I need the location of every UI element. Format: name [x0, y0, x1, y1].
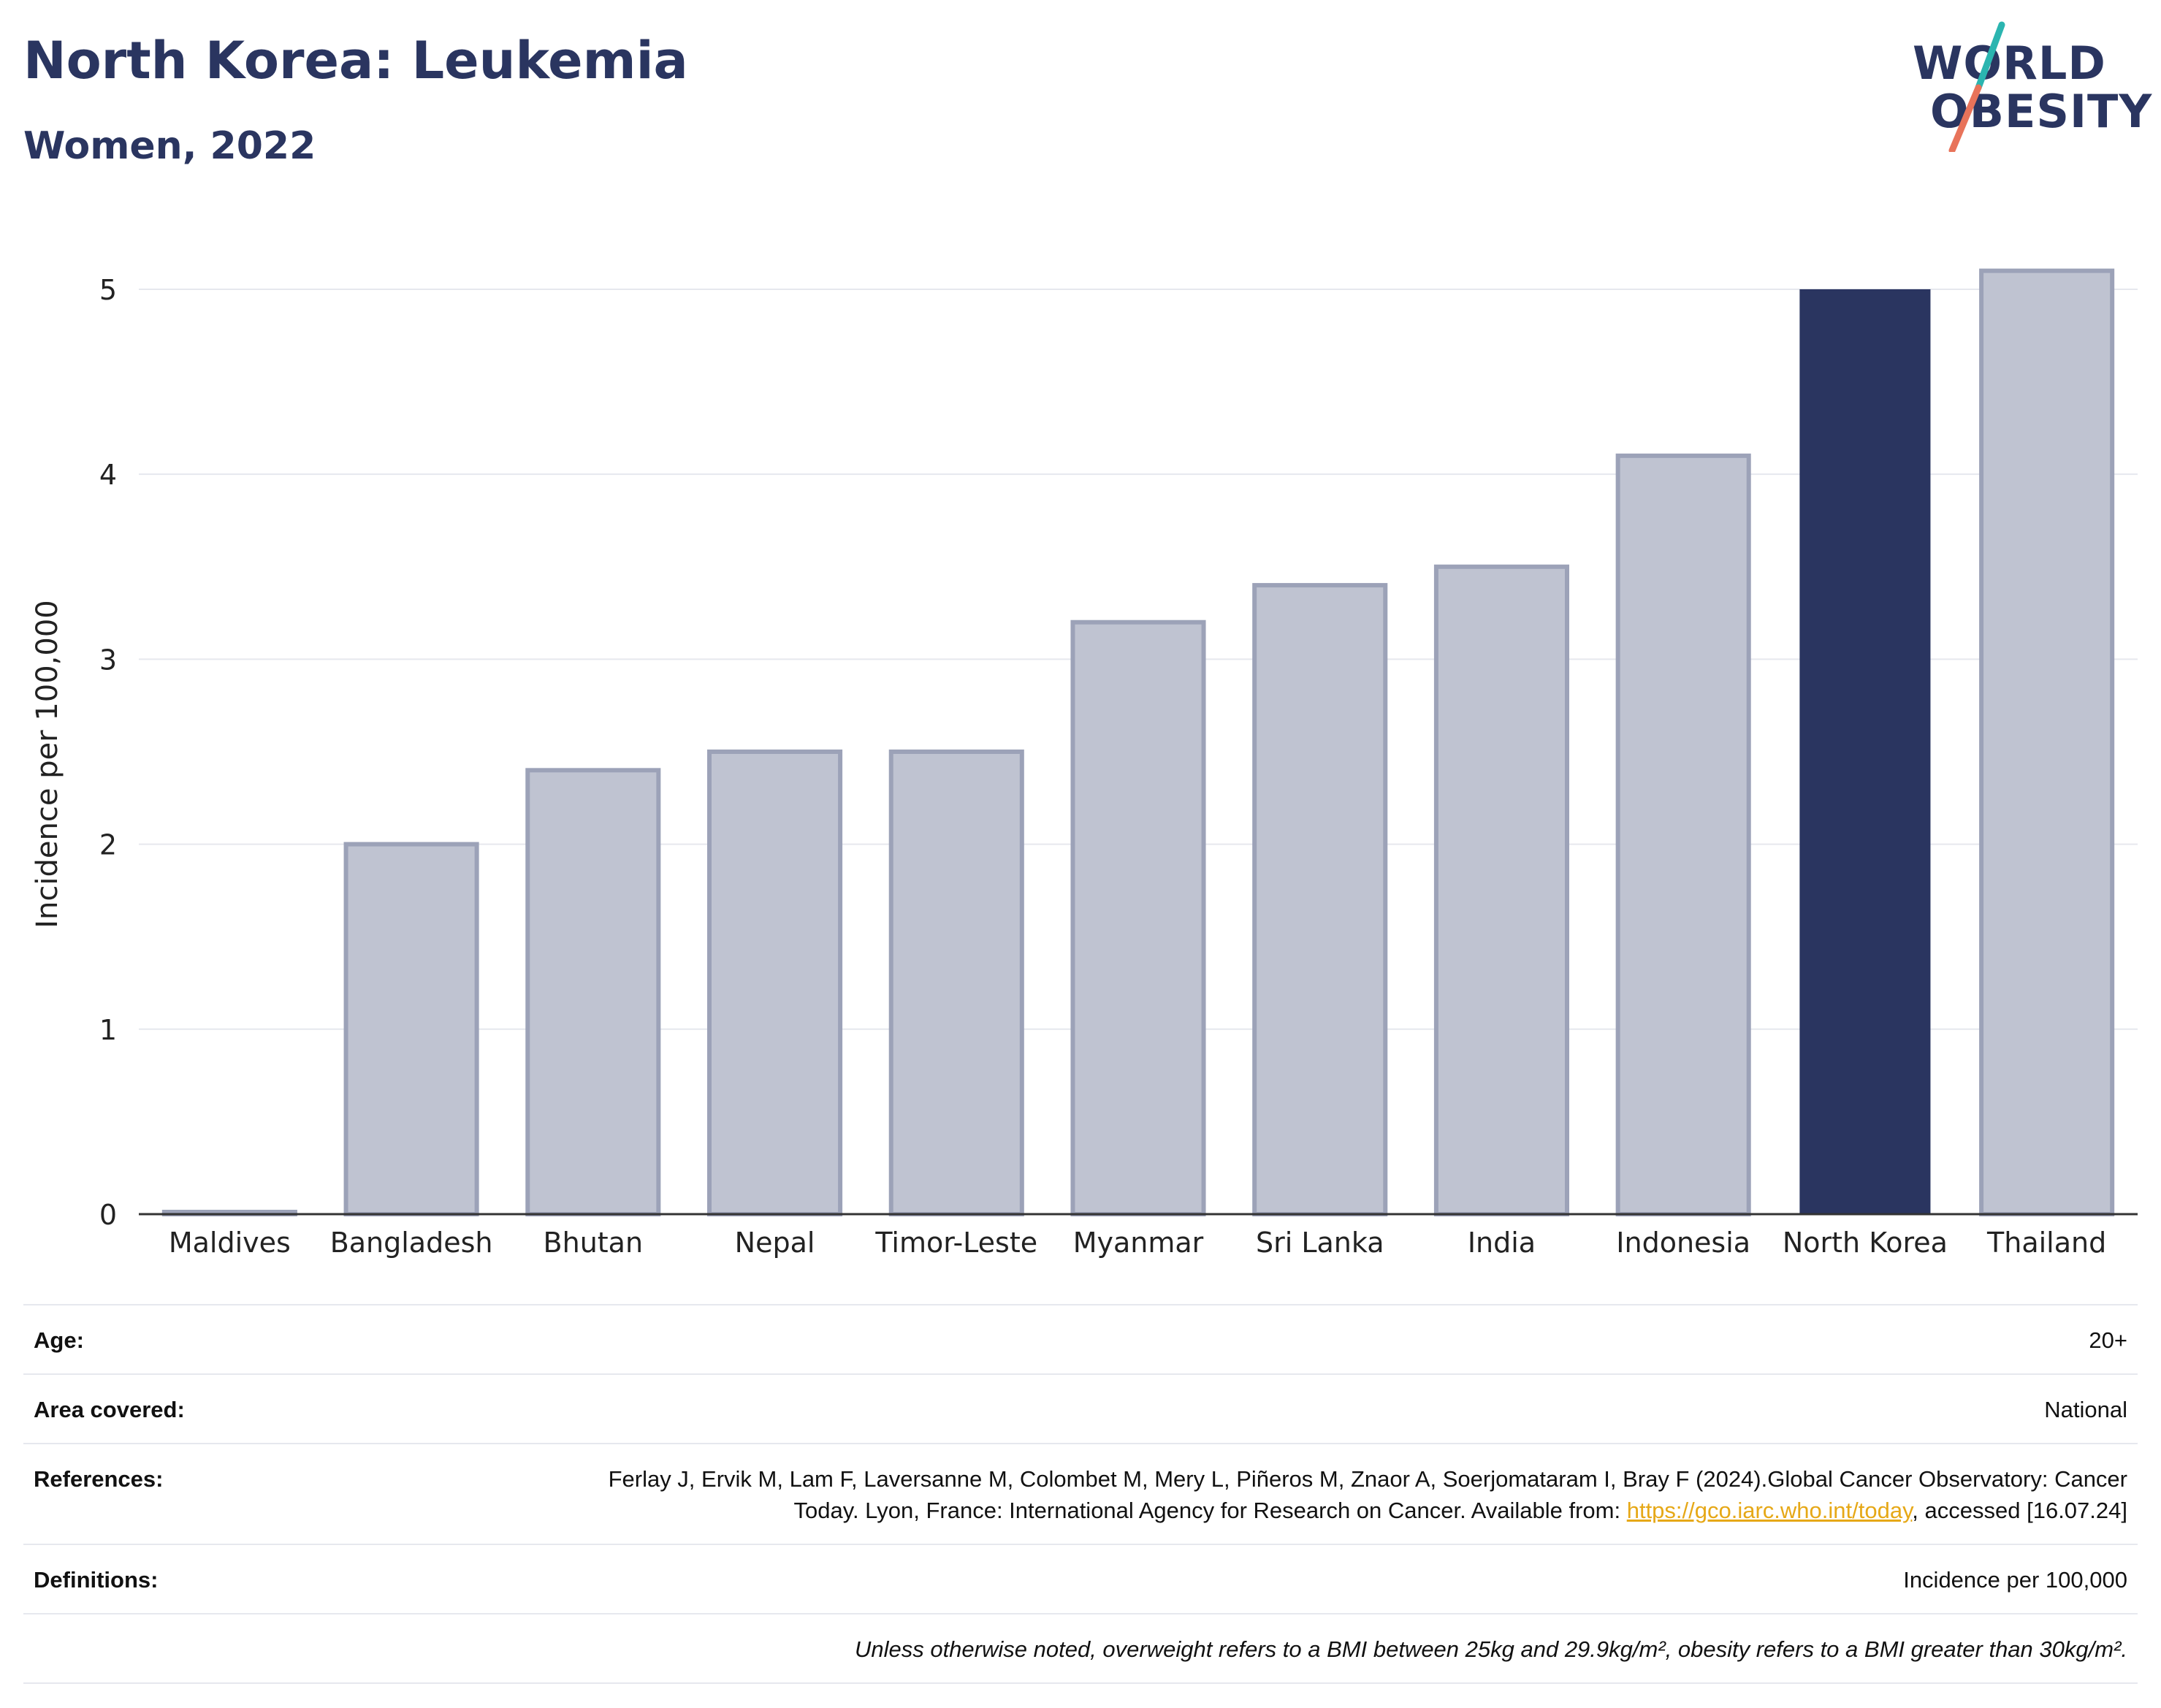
x-tick-label: Bhutan — [544, 1227, 644, 1259]
y-tick-label: 3 — [99, 644, 117, 676]
bar-nepal — [707, 749, 843, 1216]
area-label: Area covered: — [34, 1397, 185, 1422]
metadata-table: Age: 20+ Area covered: National Referenc… — [23, 1304, 2138, 1684]
x-tick-label: Myanmar — [1073, 1227, 1204, 1259]
bmi-note: Unless otherwise noted, overweight refer… — [854, 1636, 2127, 1662]
chart-subtitle: Women, 2022 — [23, 124, 316, 168]
bar-sri-lanka — [1252, 583, 1388, 1216]
x-tick-label: Indonesia — [1616, 1227, 1750, 1259]
x-tick-label: Bangladesh — [330, 1227, 493, 1259]
y-axis-label: Incidence per 100,000 — [31, 600, 64, 929]
x-tick-label: Maldives — [169, 1227, 291, 1259]
bar-myanmar — [1070, 619, 1206, 1216]
references-value: Ferlay J, Ervik M, Lam F, Laversanne M, … — [557, 1463, 2127, 1526]
bar-india — [1433, 564, 1569, 1216]
definitions-value: Incidence per 100,000 — [1903, 1567, 2127, 1593]
references-link[interactable]: https://gco.iarc.who.int/today — [1626, 1498, 1913, 1523]
y-tick-label: 4 — [99, 459, 117, 491]
bar-thailand — [1979, 268, 2115, 1217]
x-tick-label: Timor-Leste — [874, 1227, 1037, 1259]
references-text-1: Ferlay J, Ervik M, Lam F, Laversanne M, … — [608, 1466, 2127, 1523]
x-tick-label: North Korea — [1783, 1227, 1948, 1259]
bar-chart: 0 1 2 3 4 5 Maldives Bangladesh Bhutan Nepal Timor… — [31, 268, 2138, 1259]
y-tick-label: 5 — [99, 274, 117, 306]
x-tick-label: India — [1468, 1227, 1536, 1259]
meta-row-age: Age: 20+ — [23, 1304, 2138, 1373]
references-text-2: , accessed [16.07.24] — [1912, 1498, 2127, 1523]
world-obesity-logo: WORLD OBESITY — [1899, 20, 2152, 152]
age-value: 20+ — [2089, 1327, 2127, 1353]
bar-bhutan — [525, 768, 661, 1216]
y-tick-label: 0 — [99, 1199, 117, 1231]
definitions-label: Definitions: — [34, 1567, 159, 1593]
x-tick-label: Nepal — [735, 1227, 815, 1259]
bar-timor-leste — [888, 749, 1024, 1216]
bar-indonesia — [1615, 453, 1751, 1217]
logo-slash-icon — [1948, 21, 2005, 152]
axes: 0 1 2 3 4 5 Maldives Bangladesh Bhutan Nepal Timor… — [99, 274, 2138, 1259]
y-tick-label: 1 — [99, 1014, 117, 1046]
y-tick-label: 2 — [99, 829, 117, 861]
bar-north-korea — [1799, 289, 1931, 1214]
logo-line-1: WORLD — [1913, 37, 2106, 90]
references-label: References: — [34, 1466, 164, 1492]
bar-bangladesh — [343, 842, 479, 1216]
x-tick-label: Sri Lanka — [1256, 1227, 1384, 1259]
meta-row-note: Unless otherwise noted, overweight refer… — [23, 1613, 2138, 1684]
meta-row-area: Area covered: National — [23, 1373, 2138, 1443]
area-value: National — [2044, 1397, 2127, 1422]
age-label: Age: — [34, 1327, 84, 1353]
chart-title: North Korea: Leukemia — [23, 31, 688, 91]
meta-row-definitions: Definitions: Incidence per 100,000 — [23, 1544, 2138, 1613]
meta-row-references: References: Ferlay J, Ervik M, Lam F, La… — [23, 1443, 2138, 1544]
x-tick-label: Thailand — [1986, 1227, 2106, 1259]
bars — [161, 268, 2115, 1217]
